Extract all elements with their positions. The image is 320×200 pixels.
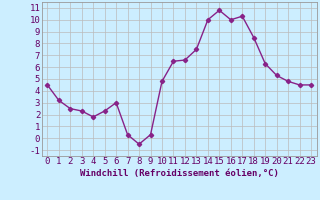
X-axis label: Windchill (Refroidissement éolien,°C): Windchill (Refroidissement éolien,°C) xyxy=(80,169,279,178)
